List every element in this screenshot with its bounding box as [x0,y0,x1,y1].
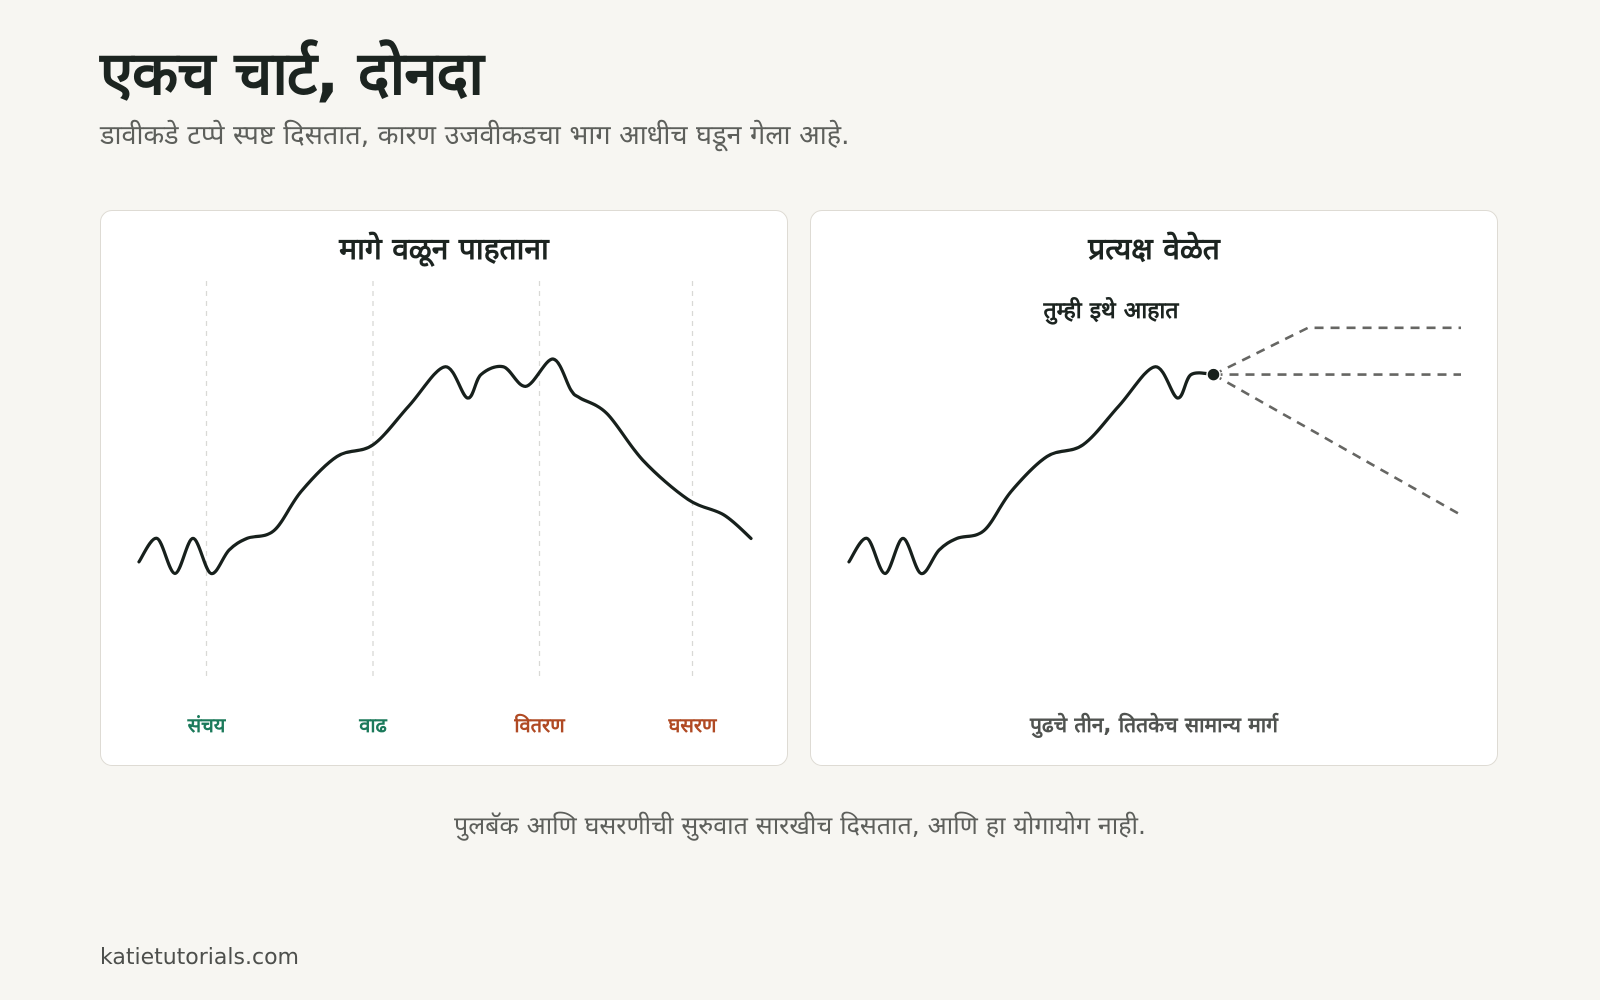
hindsight-chart-panel: मागे वळून पाहताना संचय वाढ वितरण घसरण [100,210,788,766]
scenario-paths-caption: पुढचे तीन, तितकेच सामान्य मार्ग [1029,713,1279,737]
page-subtitle: डावीकडे टप्पे स्पष्ट दिसतात, कारण उजवीकड… [100,120,850,151]
page-title: एकच चार्ट, दोनदा [100,39,484,109]
scenario-path [1212,373,1462,517]
price-line [847,365,1216,576]
brand-url: katietutorials.com [100,945,299,970]
phase-label-markdown: घसरण [668,713,717,737]
phase-label-markup: वाढ [359,713,387,737]
realtime-chart-panel: प्रत्यक्ष वेळेत तुम्ही इथे आहात पुढचे ती… [810,210,1498,766]
current-position-marker [1206,367,1221,382]
hindsight-chart-svg [137,281,753,679]
you-are-here-label: तुम्ही इथे आहात [1043,298,1179,324]
footnote: पुलबॅक आणि घसरणीची सुरुवात सारखीच दिसतात… [454,811,1146,840]
phase-label-distribution: वितरण [514,713,565,737]
realtime-chart-svg [847,326,1462,576]
scenario-path [1212,326,1461,376]
phase-label-accumulation: संचय [187,713,226,737]
hindsight-chart-title: मागे वळून पाहताना [339,232,549,267]
price-line [137,357,753,576]
realtime-chart-title: प्रत्यक्ष वेळेत [1088,232,1220,267]
